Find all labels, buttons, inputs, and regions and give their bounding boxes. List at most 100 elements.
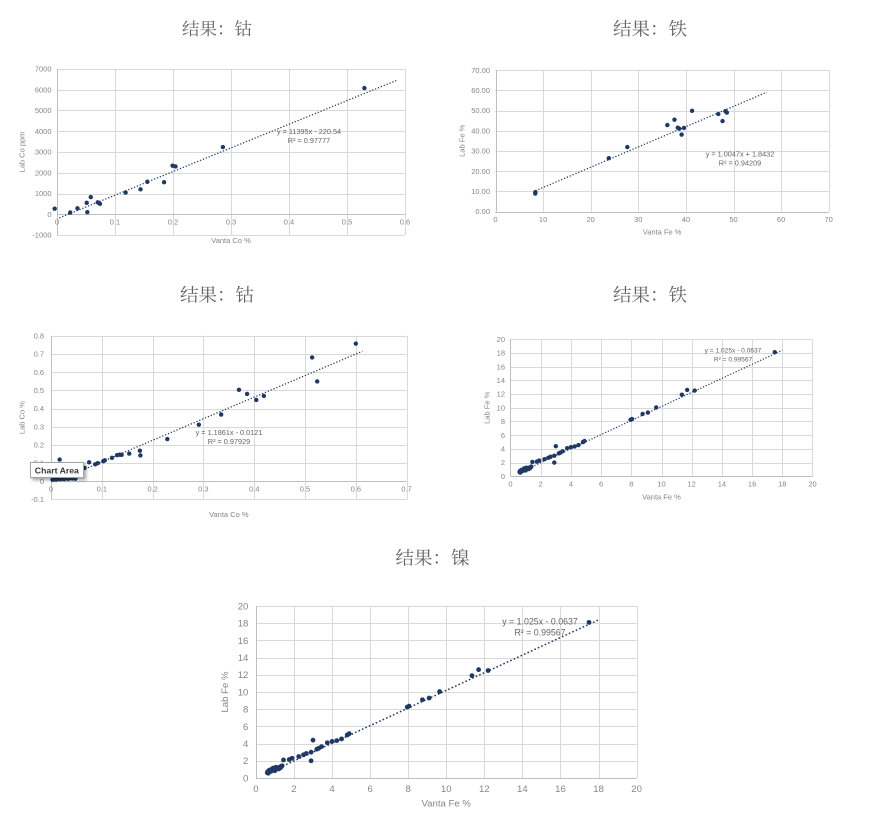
svg-text:Vanta Co %: Vanta Co % — [209, 510, 249, 519]
svg-text:14: 14 — [718, 480, 726, 489]
svg-text:0: 0 — [49, 484, 53, 493]
svg-text:Vanta Fe %: Vanta Fe % — [642, 492, 681, 501]
svg-text:20: 20 — [238, 601, 249, 612]
svg-text:10: 10 — [539, 215, 547, 224]
svg-text:10: 10 — [441, 784, 452, 795]
svg-text:3000: 3000 — [35, 148, 52, 157]
svg-text:4: 4 — [329, 784, 335, 795]
svg-text:12: 12 — [479, 784, 490, 795]
svg-text:30.00: 30.00 — [471, 147, 490, 156]
svg-text:16: 16 — [748, 480, 756, 489]
svg-text:Vanta Co %: Vanta Co % — [211, 236, 251, 245]
svg-text:20: 20 — [631, 784, 642, 795]
svg-text:Lab Fe %: Lab Fe % — [458, 124, 467, 156]
svg-text:0.4: 0.4 — [284, 217, 294, 226]
svg-text:0: 0 — [508, 480, 512, 489]
svg-text:6000: 6000 — [35, 85, 52, 94]
svg-text:Vanta Fe %: Vanta Fe % — [421, 798, 471, 809]
svg-text:0.5: 0.5 — [300, 484, 310, 493]
svg-text:0: 0 — [493, 215, 497, 224]
svg-text:18: 18 — [778, 480, 786, 489]
svg-text:5000: 5000 — [35, 106, 52, 115]
svg-text:0.6: 0.6 — [34, 368, 44, 377]
svg-text:Chart Area: Chart Area — [35, 465, 79, 475]
svg-text:R² = 0.97777: R² = 0.97777 — [288, 136, 330, 145]
svg-text:0.3: 0.3 — [226, 217, 236, 226]
svg-text:6: 6 — [599, 480, 603, 489]
svg-text:0.2: 0.2 — [168, 217, 178, 226]
svg-text:4: 4 — [569, 480, 573, 489]
svg-text:Lab Co %: Lab Co % — [17, 401, 26, 434]
svg-text:0.1: 0.1 — [97, 484, 107, 493]
svg-text:30: 30 — [634, 215, 642, 224]
svg-text:2000: 2000 — [35, 168, 52, 177]
svg-text:12: 12 — [688, 480, 696, 489]
svg-text:1000: 1000 — [35, 189, 52, 198]
svg-text:10: 10 — [657, 480, 665, 489]
svg-text:2: 2 — [291, 784, 296, 795]
svg-text:6: 6 — [243, 722, 248, 733]
svg-text:0.7: 0.7 — [34, 350, 44, 359]
svg-text:y = 1.025x - 0.0637: y = 1.025x - 0.0637 — [502, 617, 578, 627]
svg-text:12: 12 — [497, 390, 505, 399]
svg-text:R² = 0.99567: R² = 0.99567 — [714, 357, 753, 364]
svg-text:4000: 4000 — [35, 127, 52, 136]
svg-text:0.7: 0.7 — [401, 484, 411, 493]
svg-text:40: 40 — [682, 215, 690, 224]
svg-text:60.00: 60.00 — [471, 86, 490, 95]
svg-text:0: 0 — [253, 784, 258, 795]
svg-text:2: 2 — [539, 480, 543, 489]
svg-text:4: 4 — [501, 445, 505, 454]
svg-text:50: 50 — [729, 215, 737, 224]
svg-text:14: 14 — [517, 784, 528, 795]
svg-text:0: 0 — [55, 217, 59, 226]
svg-text:0: 0 — [40, 477, 44, 486]
svg-text:50.00: 50.00 — [471, 106, 490, 115]
svg-text:18: 18 — [238, 619, 249, 630]
svg-text:0.1: 0.1 — [110, 217, 120, 226]
svg-text:10.00: 10.00 — [471, 187, 490, 196]
svg-text:R² = 0.99567: R² = 0.99567 — [514, 628, 565, 638]
svg-text:0.8: 0.8 — [34, 331, 44, 340]
svg-text:R² = 0.97929: R² = 0.97929 — [208, 437, 250, 446]
svg-text:0.00: 0.00 — [475, 207, 490, 216]
svg-text:Lab Fe %: Lab Fe % — [220, 671, 231, 713]
svg-text:6: 6 — [501, 431, 505, 440]
svg-text:0: 0 — [47, 210, 51, 219]
svg-text:70: 70 — [825, 215, 833, 224]
svg-text:8: 8 — [406, 784, 411, 795]
svg-text:18: 18 — [497, 349, 505, 358]
svg-text:y = 1.0047x + 1.8432: y = 1.0047x + 1.8432 — [706, 150, 775, 159]
svg-text:Lab Co ppm: Lab Co ppm — [17, 132, 26, 173]
svg-text:0.6: 0.6 — [351, 484, 361, 493]
svg-text:0.6: 0.6 — [400, 217, 410, 226]
svg-text:y = 1.025x - 0.0637: y = 1.025x - 0.0637 — [705, 348, 762, 355]
svg-text:70.00: 70.00 — [471, 66, 490, 75]
svg-text:R² = 0.94209: R² = 0.94209 — [719, 159, 761, 168]
svg-text:7000: 7000 — [35, 65, 52, 74]
svg-text:2: 2 — [243, 756, 248, 767]
svg-text:20.00: 20.00 — [471, 167, 490, 176]
svg-text:y = 11395x - 220.54: y = 11395x - 220.54 — [277, 127, 341, 136]
svg-text:Lab Fe %: Lab Fe % — [483, 391, 492, 423]
svg-text:8: 8 — [629, 480, 633, 489]
svg-text:0.5: 0.5 — [342, 217, 352, 226]
svg-text:8: 8 — [243, 705, 248, 716]
svg-text:2: 2 — [501, 458, 505, 467]
svg-text:60: 60 — [777, 215, 785, 224]
svg-text:20: 20 — [808, 480, 816, 489]
svg-text:16: 16 — [238, 636, 249, 647]
svg-text:10: 10 — [238, 687, 249, 698]
svg-text:0.2: 0.2 — [147, 484, 157, 493]
svg-text:16: 16 — [497, 362, 505, 371]
svg-text:14: 14 — [497, 376, 505, 385]
svg-text:12: 12 — [238, 670, 249, 681]
svg-text:0.4: 0.4 — [34, 404, 44, 413]
svg-text:0.5: 0.5 — [34, 386, 44, 395]
svg-text:0.3: 0.3 — [198, 484, 208, 493]
svg-text:20: 20 — [497, 335, 505, 344]
svg-text:8: 8 — [501, 417, 505, 426]
svg-text:Vanta Fe %: Vanta Fe % — [643, 227, 682, 236]
svg-text:0.2: 0.2 — [34, 440, 44, 449]
svg-text:16: 16 — [555, 784, 566, 795]
